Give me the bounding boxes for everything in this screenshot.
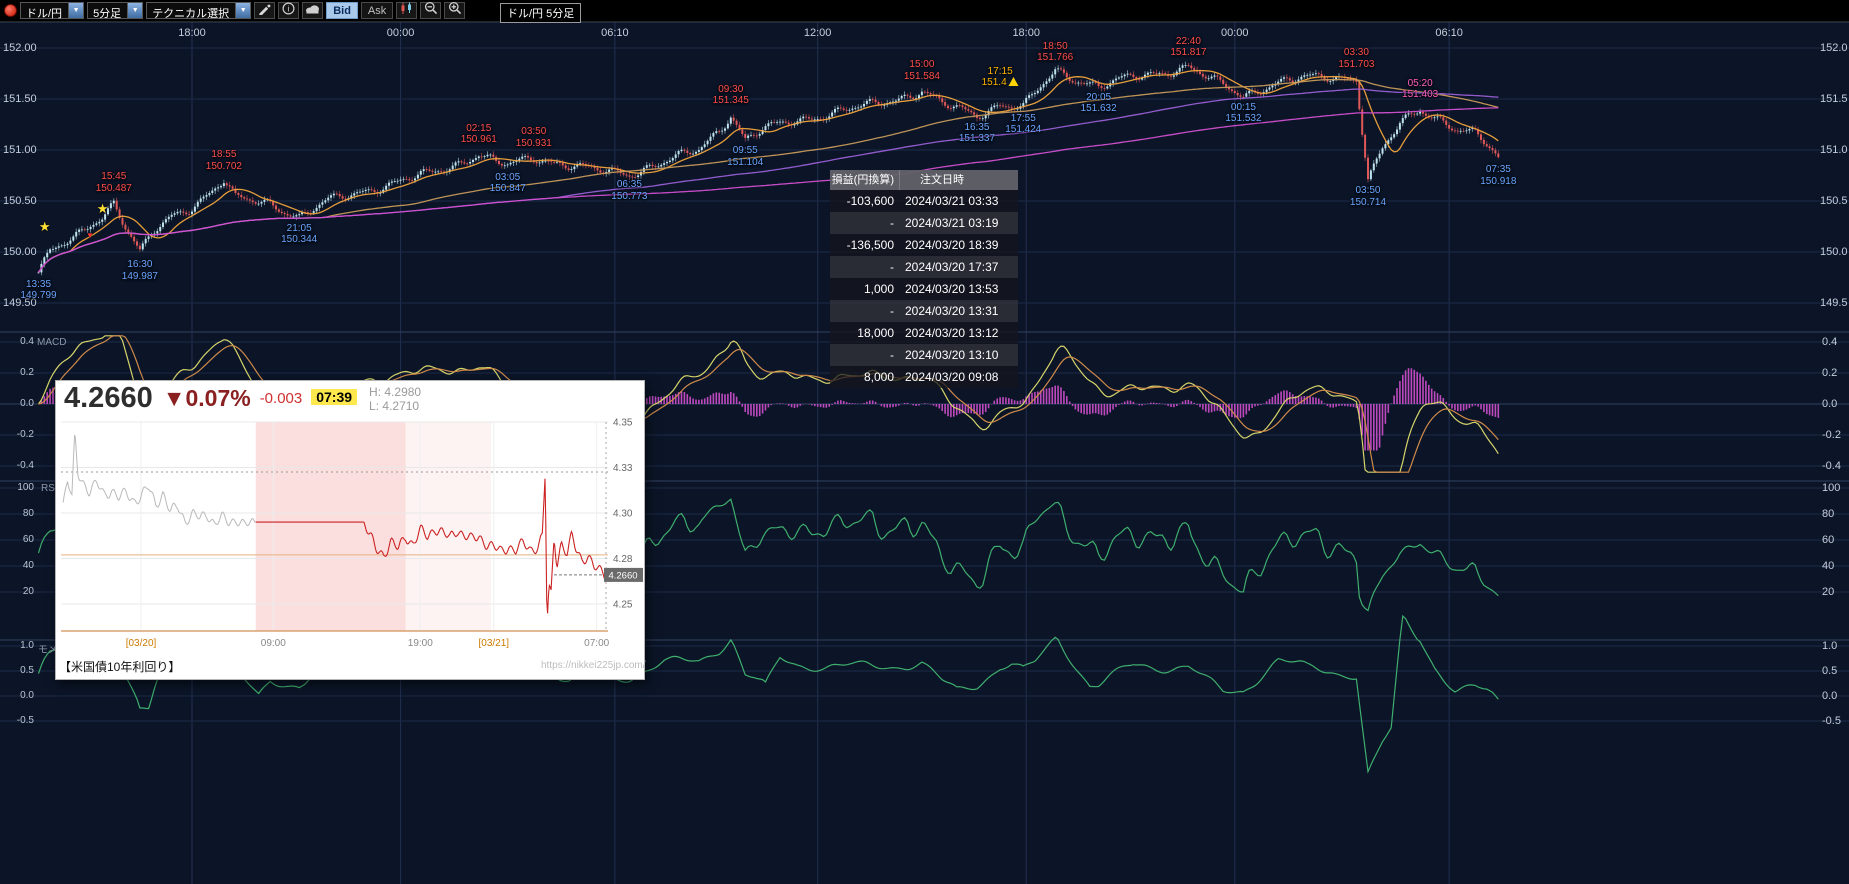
zoom-out-button[interactable] <box>420 1 442 20</box>
chevron-down-icon[interactable]: ▼ <box>68 3 84 18</box>
timeframe-select[interactable]: 5分足 ▼ <box>87 2 144 20</box>
chart-tooltip-label: ドル/円 5分足 <box>500 3 582 23</box>
bond-yield-popup[interactable]: 4.2660 ▼0.07% -0.003 07:39 H: 4.2980 L: … <box>55 380 646 680</box>
table-row[interactable]: -2024/03/20 17:37 <box>830 256 1018 278</box>
bond-high-low: H: 4.2980 L: 4.2710 <box>369 383 421 413</box>
bond-high: H: 4.2980 <box>369 385 422 399</box>
datetime-cell: 2024/03/21 03:33 <box>905 194 999 208</box>
bond-change-percent: ▼0.07% <box>162 385 251 411</box>
table-row[interactable]: -103,600 2024/03/21 03:33 <box>830 190 1018 212</box>
bond-low: L: 4.2710 <box>369 399 420 413</box>
table-row[interactable]: -2024/03/20 13:31 <box>830 300 1018 322</box>
bond-chart-title: 【米国債10年利回り】 <box>59 660 181 674</box>
table-row[interactable]: -2024/03/21 03:19 <box>830 212 1018 234</box>
zoom-in-button[interactable] <box>444 1 466 20</box>
currency-pair-select[interactable]: ドル/円 ▼ <box>20 2 85 20</box>
pl-cell: -103,600 <box>846 194 894 208</box>
bid-button[interactable]: Bid <box>326 2 358 19</box>
svg-text:4.30: 4.30 <box>613 509 633 520</box>
pl-cell: - <box>890 304 894 318</box>
info-button[interactable]: i <box>278 1 300 20</box>
pl-cell: - <box>890 348 894 362</box>
datetime-cell: 2024/03/20 13:53 <box>905 282 999 296</box>
bond-price: 4.2660 <box>64 382 153 414</box>
cloud-icon <box>305 2 320 20</box>
svg-text:4.35: 4.35 <box>613 418 633 429</box>
svg-text:4.28: 4.28 <box>613 554 633 565</box>
currency-pair-value: ドル/円 <box>26 8 63 20</box>
pl-cell: - <box>890 260 894 274</box>
info-icon: i <box>282 1 295 20</box>
order-history-table[interactable]: 損益(円換算) 注文日時 -103,600 2024/03/21 03:33-2024… <box>830 170 1018 388</box>
table-row[interactable]: 1,000 2024/03/20 13:53 <box>830 278 1018 300</box>
pl-cell: -136,500 <box>846 238 894 252</box>
chevron-down-icon[interactable]: ▼ <box>235 3 251 18</box>
datetime-cell: 2024/03/20 13:10 <box>905 348 999 362</box>
pencil-icon <box>258 2 271 20</box>
svg-text:4.25: 4.25 <box>613 600 633 611</box>
bond-popup-header: 4.2660 ▼0.07% -0.003 07:39 H: 4.2980 L: … <box>56 381 644 413</box>
datetime-cell: 2024/03/20 18:39 <box>905 238 999 252</box>
pl-cell: - <box>890 216 894 230</box>
timeframe-value: 5分足 <box>93 8 122 20</box>
chevron-down-icon[interactable]: ▼ <box>127 3 143 18</box>
svg-text:4.2660: 4.2660 <box>608 570 637 581</box>
draw-tool-button[interactable] <box>254 2 276 20</box>
bond-change: -0.003 <box>259 390 303 407</box>
svg-text:i: i <box>288 3 290 13</box>
datetime-cell: 2024/03/20 13:12 <box>905 326 999 340</box>
datetime-cell: 2024/03/21 03:19 <box>905 216 999 230</box>
candlestick-icon <box>400 2 413 20</box>
datetime-cell: 2024/03/20 09:08 <box>905 370 999 384</box>
bond-chart-canvas: 4.2660 4.35 4.33 4.30 4.28 4.25 [03/20] 09:00 19… <box>61 418 643 649</box>
toolbar: ドル/円 ▼ 5分足 ▼ テクニカル選択 ▼ i Bid Ask <box>0 0 1849 22</box>
svg-text:19:00: 19:00 <box>408 638 433 649</box>
zoom-out-icon <box>424 1 438 20</box>
source-url: https://nikkei225jp.com/ <box>541 660 646 671</box>
svg-text:[03/20]: [03/20] <box>126 638 157 649</box>
datetime-cell: 2024/03/20 17:37 <box>905 260 999 274</box>
ask-button[interactable]: Ask <box>360 2 394 19</box>
table-header-datetime: 注文日時 <box>899 170 1018 190</box>
svg-text:07:00: 07:00 <box>584 638 609 649</box>
table-header-row: 損益(円換算) 注文日時 <box>830 170 1018 190</box>
pl-cell: 8,000 <box>863 370 894 384</box>
snapshot-button[interactable] <box>302 2 324 20</box>
technical-select[interactable]: テクニカル選択 ▼ <box>146 2 252 20</box>
table-header-pl: 損益(円換算) <box>831 174 894 186</box>
bond-time-badge: 07:39 <box>311 389 358 405</box>
svg-text:4.33: 4.33 <box>613 463 633 474</box>
technical-value: テクニカル選択 <box>152 8 230 20</box>
chart-type-button[interactable] <box>396 2 418 20</box>
pl-cell: 1,000 <box>863 282 894 296</box>
table-row[interactable]: 18,000 2024/03/20 13:12 <box>830 322 1018 344</box>
svg-text:09:00: 09:00 <box>261 638 286 649</box>
datetime-cell: 2024/03/20 13:31 <box>905 304 999 318</box>
svg-text:[03/21]: [03/21] <box>479 638 510 649</box>
table-row[interactable]: 8,000 2024/03/20 09:08 <box>830 366 1018 388</box>
table-row[interactable]: -2024/03/20 13:10 <box>830 344 1018 366</box>
table-row[interactable]: -136,500 2024/03/20 18:39 <box>830 234 1018 256</box>
pl-cell: 18,000 <box>857 326 894 340</box>
record-icon <box>4 4 17 17</box>
zoom-in-icon <box>448 1 462 20</box>
